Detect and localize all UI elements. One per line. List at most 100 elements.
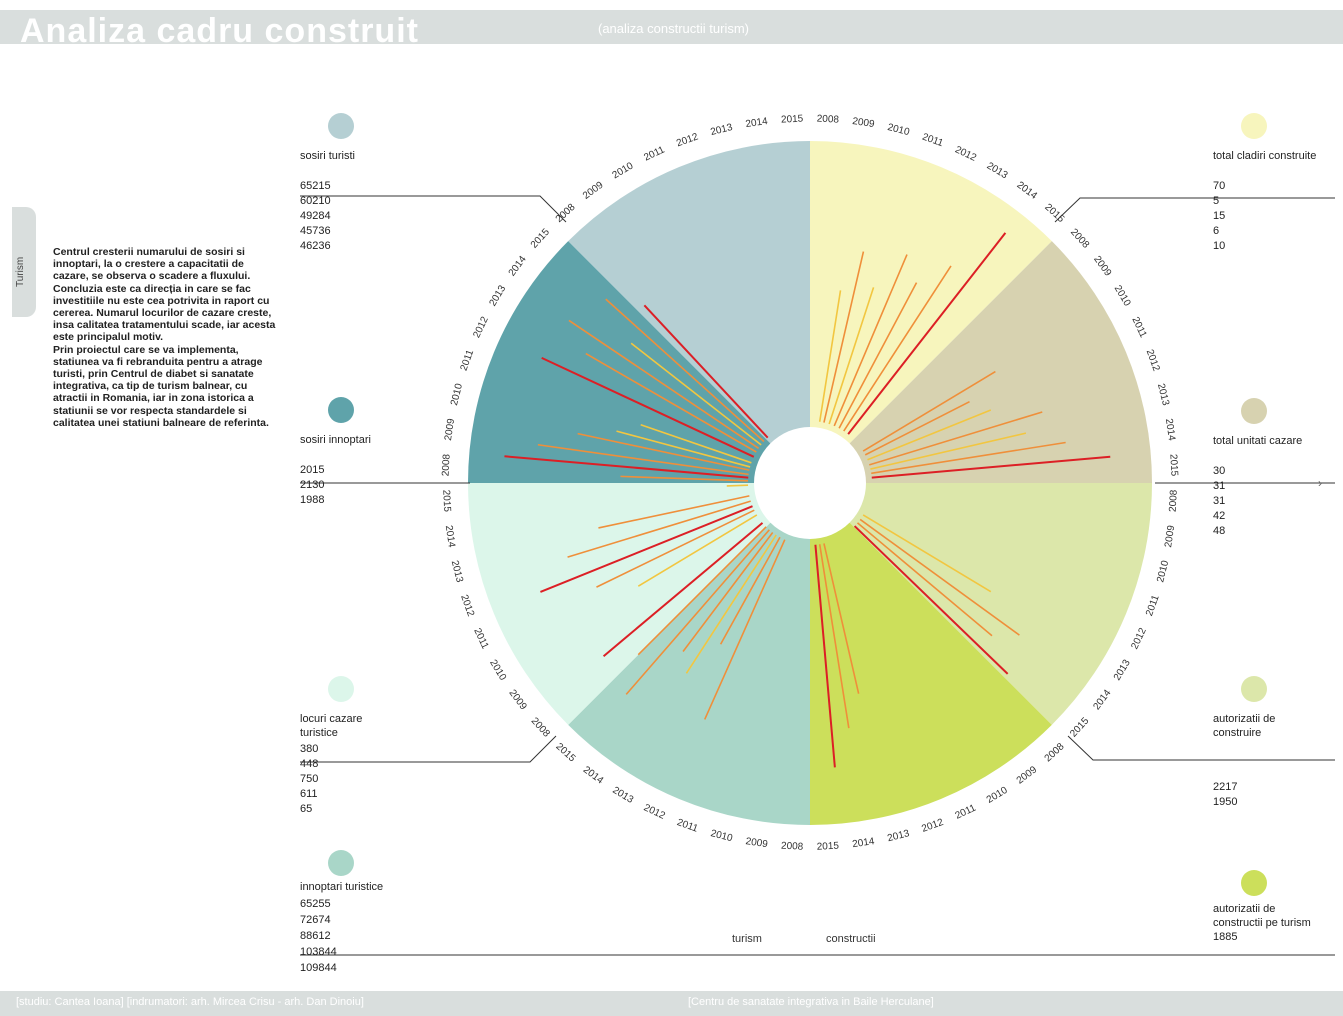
legend-label: total unitati cazare <box>1213 435 1303 447</box>
legend-value: 88612 <box>300 930 331 942</box>
year-label: 2012 <box>953 144 978 164</box>
legend-autorizatii-turism: autorizatii de constructii pe turism 188… <box>1213 870 1323 945</box>
legend-value: 380 <box>300 743 319 755</box>
chart-ray <box>637 526 767 656</box>
intro-paragraph-2: Prin proiectul care se va implementa, st… <box>53 343 269 429</box>
chart-rays <box>504 232 1111 768</box>
year-label: 2012 <box>675 131 700 149</box>
year-label: 2014 <box>507 254 529 279</box>
legend-value: 42 <box>1213 510 1226 522</box>
year-label: 2015 <box>816 841 839 853</box>
legend-value: 65 <box>300 803 313 815</box>
legend-value: 10 <box>1213 240 1226 252</box>
year-label: 2010 <box>449 382 465 407</box>
legend-dot-total-unitati <box>1241 398 1267 424</box>
chart-ray <box>838 282 918 429</box>
legend-dot-total-cladiri <box>1241 113 1267 139</box>
year-label: 2011 <box>1129 315 1148 340</box>
legend-label: sosiri innoptari <box>300 434 371 446</box>
year-label: 2009 <box>1091 254 1113 279</box>
legend-value: 70 <box>1213 180 1226 192</box>
year-label: 2014 <box>1015 180 1040 202</box>
legend-value: 15 <box>1213 210 1226 222</box>
legend-label: autorizatii de construire <box>1213 713 1276 739</box>
chart-sectors <box>468 141 1152 826</box>
legend-sosiri-innoptari: sosiri innoptari 2015 2130 1988 <box>300 397 420 508</box>
legend-value: 46236 <box>300 240 331 252</box>
footer-project: [Centru de sanatate integrativa in Baile… <box>688 996 934 1008</box>
chart-ray <box>605 298 765 443</box>
leader-line <box>1067 735 1335 761</box>
footer-credits: [studiu: Cantea Ioana] [indrumatori: arh… <box>16 996 364 1008</box>
year-label: 2009 <box>443 417 457 441</box>
chart-ray <box>726 484 749 487</box>
chart-ray <box>596 509 755 588</box>
chart-ray <box>823 251 865 423</box>
chart-ray <box>598 495 750 529</box>
chart-ray <box>818 290 842 422</box>
legend-value: 1885 <box>1213 931 1238 943</box>
year-label: 2012 <box>920 817 945 835</box>
chart-ray <box>871 441 1066 475</box>
year-label: 2010 <box>886 122 911 138</box>
chart-ray <box>504 455 749 479</box>
year-label: 2009 <box>1163 524 1177 548</box>
year-label: 2010 <box>985 785 1010 806</box>
chart-ray <box>640 423 752 464</box>
year-label: 2012 <box>471 315 491 340</box>
year-label: 2012 <box>1144 348 1162 373</box>
chart-ray <box>853 525 1009 675</box>
legend-value: 611 <box>300 788 318 800</box>
chart-ray <box>859 518 1020 636</box>
year-label: 2014 <box>1091 687 1113 712</box>
legend-value: 45736 <box>300 225 331 237</box>
year-label: 2008 <box>441 453 453 476</box>
chart-ray <box>818 544 850 729</box>
chart-ray <box>585 352 757 453</box>
sector-total-unitati <box>810 241 1152 483</box>
year-label: 2014 <box>581 764 606 786</box>
leader-line <box>300 735 557 763</box>
legend-value: 48 <box>1213 525 1226 537</box>
chart-ray <box>719 536 781 645</box>
chart-ray <box>577 432 750 471</box>
legend-value: 750 <box>300 773 319 785</box>
year-label: 2011 <box>642 144 667 163</box>
legend-value: 31 <box>1213 480 1226 492</box>
chart-ray <box>828 287 875 425</box>
legend-value: 5 <box>1213 195 1220 207</box>
year-label: 2013 <box>709 122 734 138</box>
chart-center-hole <box>754 427 866 539</box>
sector-sosiri-turisti <box>568 141 810 483</box>
year-label: 2009 <box>581 179 606 201</box>
legend-dot-autorizatii-turism <box>1241 870 1267 896</box>
year-label: 2014 <box>852 836 876 850</box>
year-label: 2014 <box>1163 418 1177 442</box>
legend-value: 2217 <box>1213 781 1238 793</box>
side-tab[interactable]: Turism <box>12 207 36 317</box>
year-label: 2008 <box>1043 741 1067 764</box>
chart-ray <box>625 529 770 695</box>
chart-ray <box>864 401 970 456</box>
year-label: 2014 <box>745 116 769 130</box>
year-label: 2015 <box>781 114 804 126</box>
chart-ray <box>814 544 836 768</box>
page-subtitle: (analiza constructii turism) <box>598 21 749 36</box>
leader-line <box>300 195 567 223</box>
year-label: 2009 <box>1015 764 1040 786</box>
intro-text: Centrul cresterii numarului de sosiri si… <box>53 246 278 429</box>
chart-ray <box>643 304 769 439</box>
intro-paragraph-1: Centrul cresterii numarului de sosiri si… <box>53 246 276 344</box>
year-label: 2013 <box>985 160 1010 181</box>
legend-value: 60210 <box>300 195 331 207</box>
year-label: 2010 <box>1112 284 1133 309</box>
chart-ray <box>843 265 952 432</box>
chart-ray <box>682 532 774 652</box>
chart-ray <box>602 522 764 657</box>
legend-value: 65215 <box>300 180 331 192</box>
chart-ray <box>567 500 751 558</box>
legend-total-unitati: total unitati cazare 30 31 31 42 48 <box>1213 398 1323 539</box>
chart-ray <box>537 443 749 476</box>
legend-innoptari: innoptari turistice 65255 72674 88612 10… <box>300 850 420 976</box>
legend-total-cladiri: total cladiri construite 70 5 15 6 10 <box>1213 113 1323 254</box>
